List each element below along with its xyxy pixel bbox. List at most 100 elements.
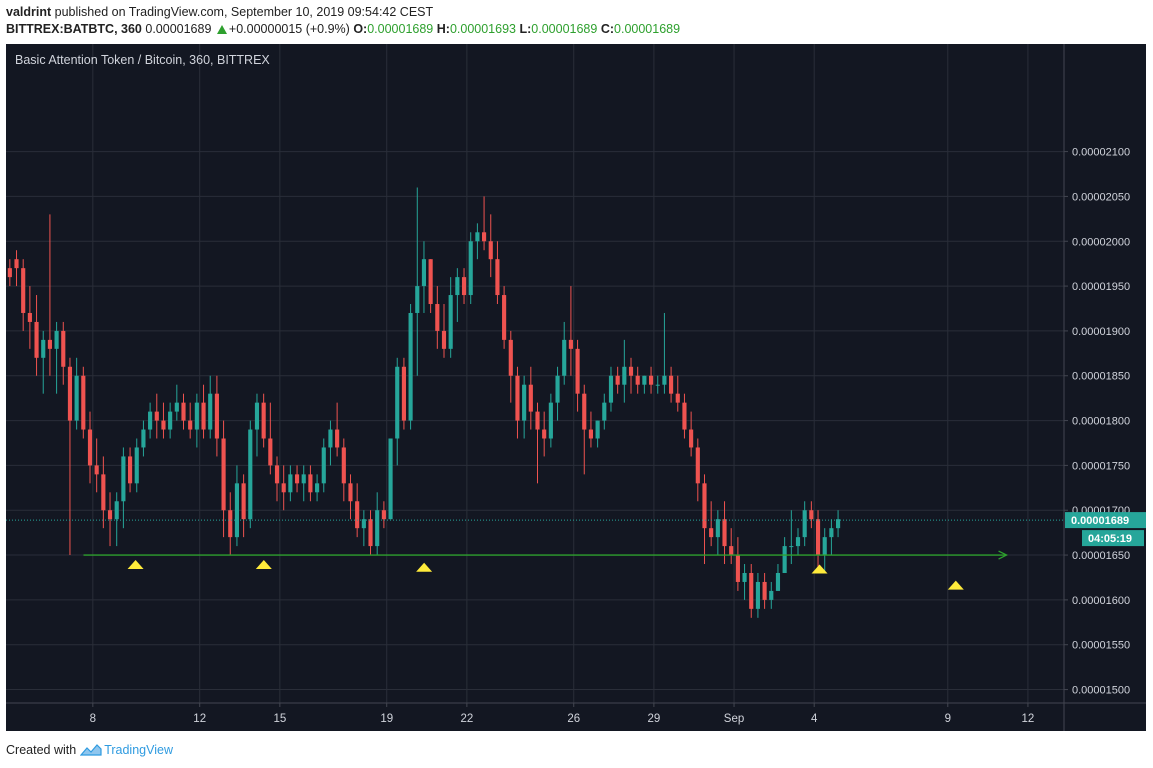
candle-body [528,384,533,412]
support-touch-marker-icon [127,560,144,570]
price-tick-label: 0.00001900 [1072,326,1130,338]
candle-body [14,259,19,269]
candle-body [321,447,326,484]
tradingview-brand[interactable]: TradingView [104,743,173,757]
candle-body [662,375,667,385]
candle-body [67,366,73,421]
candle-body [562,339,567,376]
candle-body [361,519,366,529]
candle-body [615,375,620,385]
candle-body [181,402,186,421]
candle-body [822,537,827,556]
candle-body [588,429,594,439]
candle-body [702,483,707,529]
candle-body [428,259,433,305]
candle-body [328,429,333,448]
candle-body [655,384,660,386]
candle-body [94,465,99,475]
axes: 0.00001500 0.00001550 0.00001600 0.00001650… [6,44,1146,731]
author-name[interactable]: valdrint [6,5,52,19]
candle-body [461,277,467,296]
candle-body [308,474,313,493]
candle-body [168,411,173,430]
current-price-label-bg [1065,512,1146,529]
candle-body [375,510,380,547]
candle-body [248,429,253,520]
candle-body [542,429,547,439]
price-tick-label: 0.00001850 [1072,371,1130,383]
candle-body [388,438,393,520]
candle-body [735,555,740,582]
candle-body [695,447,700,484]
candle-body [448,295,453,349]
candle-body [622,366,627,385]
candle-body [602,402,607,421]
price-tick-label: 0.00001500 [1072,685,1130,697]
date-tick-label: Sep [724,713,744,725]
candle-body [775,572,781,591]
candle-body [582,393,587,430]
low-value: 0.00001689 [531,22,598,36]
support-touch-marker-icon [811,564,828,574]
candle-body [635,375,640,385]
open-value: 0.00001689 [367,22,434,36]
candle-body [408,312,413,421]
date-tick-label: 8 [90,713,96,725]
candle-body [281,483,286,493]
candle-body [595,420,600,439]
support-touch-marker-icon [255,560,272,570]
candle-body [27,312,32,322]
candle-body [288,474,293,493]
candle-body [415,286,420,313]
candle-body [254,402,260,430]
candle-body [188,420,193,430]
candle-body [201,402,206,430]
last-price: 0.00001689 [145,22,212,36]
candle-body [455,277,460,296]
candle-body [535,411,540,430]
candle-body [47,339,52,349]
candle-body [208,393,213,430]
support-touch-marker-icon [416,562,433,572]
price-change: +0.00000015 (+0.9%) [228,22,350,36]
candle-body [522,384,527,421]
low-label: L: [519,22,532,36]
price-tick-label: 0.00002050 [1072,191,1130,203]
date-tick-label: 29 [647,713,660,725]
date-tick-label: 15 [273,713,286,725]
candle-body [315,483,320,493]
candle-body [154,411,159,421]
publish-line: valdrint published on TradingView.com, S… [6,5,433,19]
candle-body [648,375,654,385]
candle-body [274,465,280,484]
candle-body [809,510,814,520]
published-text: published on TradingView.com, September … [54,5,434,19]
price-tick-label: 0.00002100 [1072,147,1130,159]
candle-body [502,295,507,340]
chart-panel[interactable]: 0.00001500 0.00001550 0.00001600 0.00001650… [6,44,1146,731]
close-label: C: [600,22,615,36]
price-tick-label: 0.00001650 [1072,550,1130,562]
candle-body [789,546,794,548]
candle-body [34,321,39,358]
candle-body [61,330,66,367]
candles [7,187,841,618]
candle-body [301,474,306,484]
support-touch-marker-icon [947,580,964,590]
candle-body [682,402,687,430]
candle-body [261,402,266,439]
candle-body [628,366,634,376]
countdown-label: 04:05:19 [1088,533,1132,545]
date-tick-label: 19 [380,713,393,725]
candle-body [421,259,427,287]
candle-body [54,330,59,349]
candle-body [234,483,240,538]
tradingview-logo-icon[interactable] [80,743,102,757]
candle-body [468,241,473,296]
candle-body [689,429,694,448]
date-tick-label: 22 [460,713,473,725]
candlestick-chart[interactable]: 0.00001500 0.00001550 0.00001600 0.00001650… [6,44,1146,731]
candle-body [709,528,714,538]
candle-body [294,474,300,484]
footer: Created with TradingView [6,743,173,757]
